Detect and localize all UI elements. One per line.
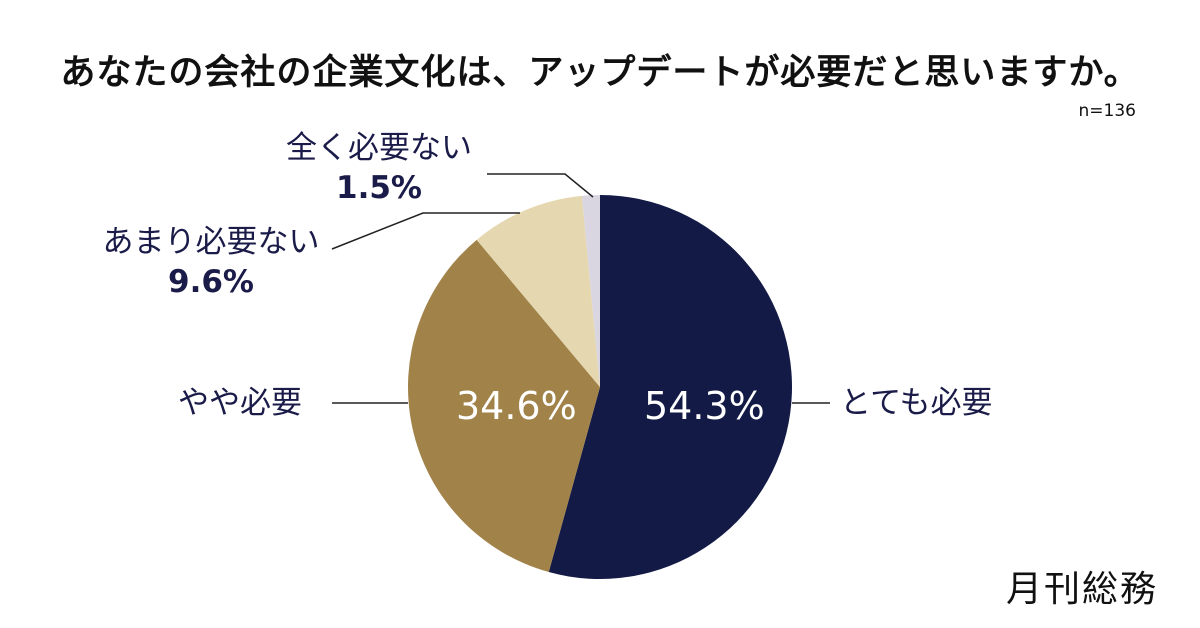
category-name: あまり必要ない — [102, 224, 320, 260]
slice-somewhat-needed — [408, 239, 600, 573]
slice-label-somewhat-needed: 34.6% — [456, 384, 577, 428]
leader-line-not-very — [331, 212, 520, 250]
leader-line-not-at-all — [487, 173, 594, 198]
category-name: やや必要 — [178, 385, 302, 421]
slice-very-needed — [548, 195, 792, 579]
label-not-very-needed: あまり必要ない 9.6% — [96, 222, 326, 302]
slice-not-very-needed — [476, 195, 600, 387]
label-not-at-all: 全く必要ない 1.5% — [270, 128, 488, 208]
label-somewhat-needed: やや必要 — [178, 383, 302, 423]
sample-size: n=136 — [1078, 101, 1136, 121]
slice-label-very-needed: 54.3% — [644, 384, 765, 428]
chart-title: あなたの会社の企業文化は、アップデートが必要だと思いますか。 — [60, 53, 1140, 93]
label-very-needed: とても必要 — [840, 383, 993, 423]
slice-not-at-all — [581, 195, 600, 387]
category-name: とても必要 — [840, 385, 993, 421]
category-name: 全く必要ない — [286, 130, 472, 166]
publisher-logo: 月刊総務 — [1005, 569, 1158, 610]
category-pct: 1.5% — [336, 170, 422, 206]
category-pct: 9.6% — [168, 264, 254, 300]
